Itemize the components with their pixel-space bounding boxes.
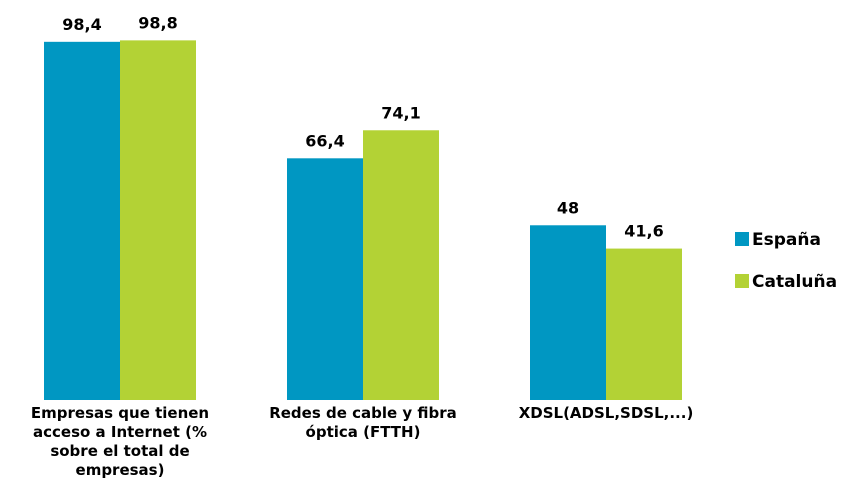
category-label: Empresas que tienen acceso a Internet (%… [30,404,210,479]
value-label: 48 [557,198,579,217]
value-label: 98,4 [62,15,101,34]
bar [606,248,682,400]
legend-label: Cataluña [752,272,837,292]
legend-swatch [735,232,749,246]
bar [120,40,196,400]
bar [287,158,363,400]
legend-label: España [752,230,821,250]
bar [363,130,439,400]
value-label: 41,6 [624,222,663,241]
legend-swatch [735,274,749,288]
value-label: 98,8 [138,13,177,32]
value-label: 74,1 [381,103,420,122]
category-label: Redes de cable y fibra óptica (FTTH) [269,404,457,441]
value-label: 66,4 [305,131,344,150]
bar [44,41,120,400]
bar [530,225,606,400]
category-label: XDSL(ADSL,SDSL,...) [518,404,694,422]
